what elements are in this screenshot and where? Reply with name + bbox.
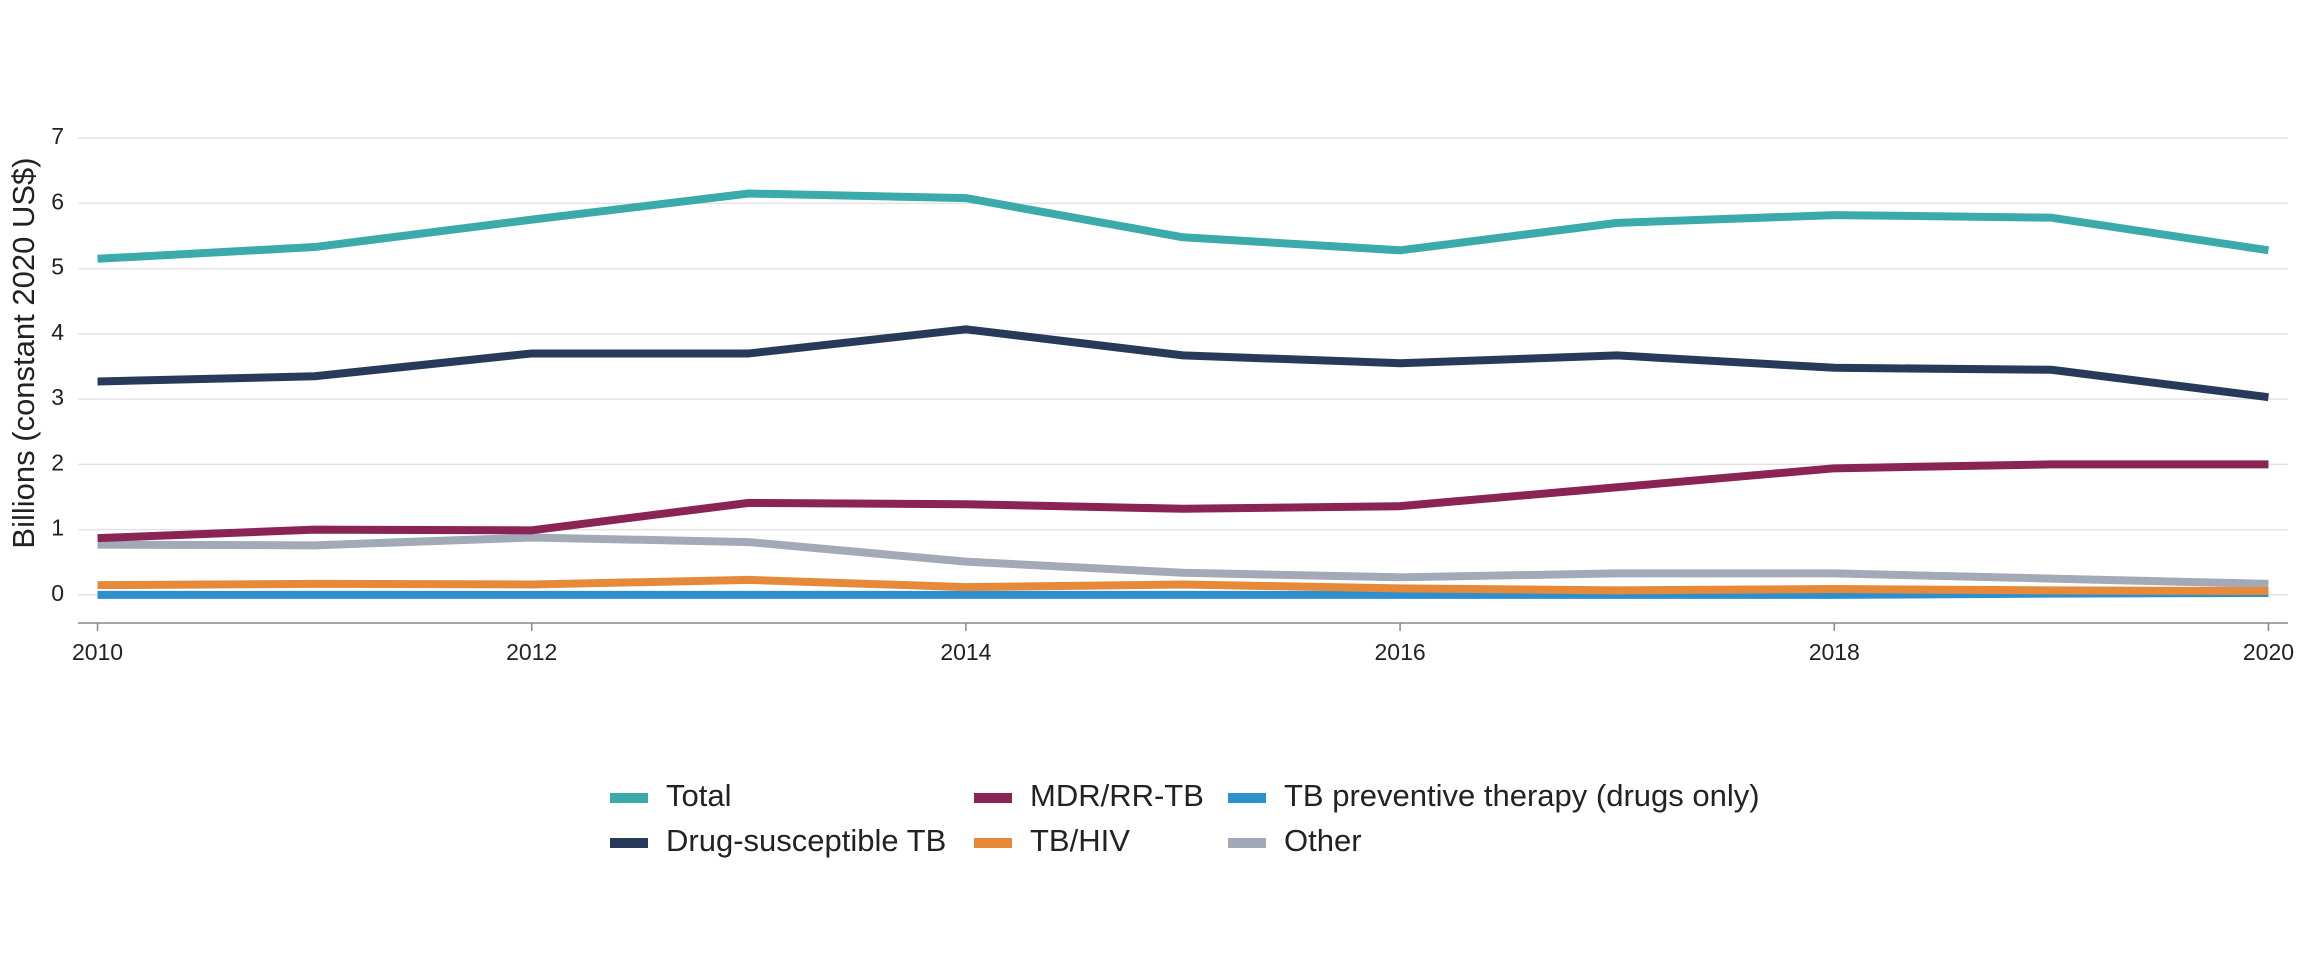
series-line: [97, 189, 2270, 263]
y-tick-label: 1: [51, 515, 64, 541]
y-tick-label: 5: [51, 254, 64, 280]
y-tick-label: 3: [51, 384, 64, 410]
legend-label: Other: [1284, 823, 1362, 858]
x-tick-label: 2020: [2243, 639, 2294, 665]
x-tick-label: 2014: [940, 639, 991, 665]
y-tick-label: 7: [51, 123, 64, 149]
y-tick-label: 6: [51, 188, 64, 214]
series-line: [97, 575, 2269, 596]
series-line: [97, 588, 2269, 599]
series-line: [97, 533, 2269, 588]
series-line: [97, 325, 2269, 402]
x-tick-label: 2012: [506, 639, 557, 665]
legend-label: Drug-susceptible TB: [666, 823, 946, 858]
y-tick-label: 4: [51, 319, 64, 345]
legend-label: MDR/RR-TB: [1030, 778, 1204, 813]
series-line: [97, 460, 2269, 543]
x-tick-label: 2016: [1375, 639, 1426, 665]
legend-label: TB/HIV: [1030, 823, 1130, 858]
y-tick-label: 0: [51, 580, 64, 606]
legend-label: TB preventive therapy (drugs only): [1284, 778, 1760, 813]
x-tick-label: 2018: [1809, 639, 1860, 665]
x-tick-label: 2010: [72, 639, 123, 665]
y-axis-label: Billions (constant 2020 US$): [6, 157, 41, 548]
y-tick-label: 2: [51, 449, 64, 475]
legend-label: Total: [666, 778, 731, 813]
